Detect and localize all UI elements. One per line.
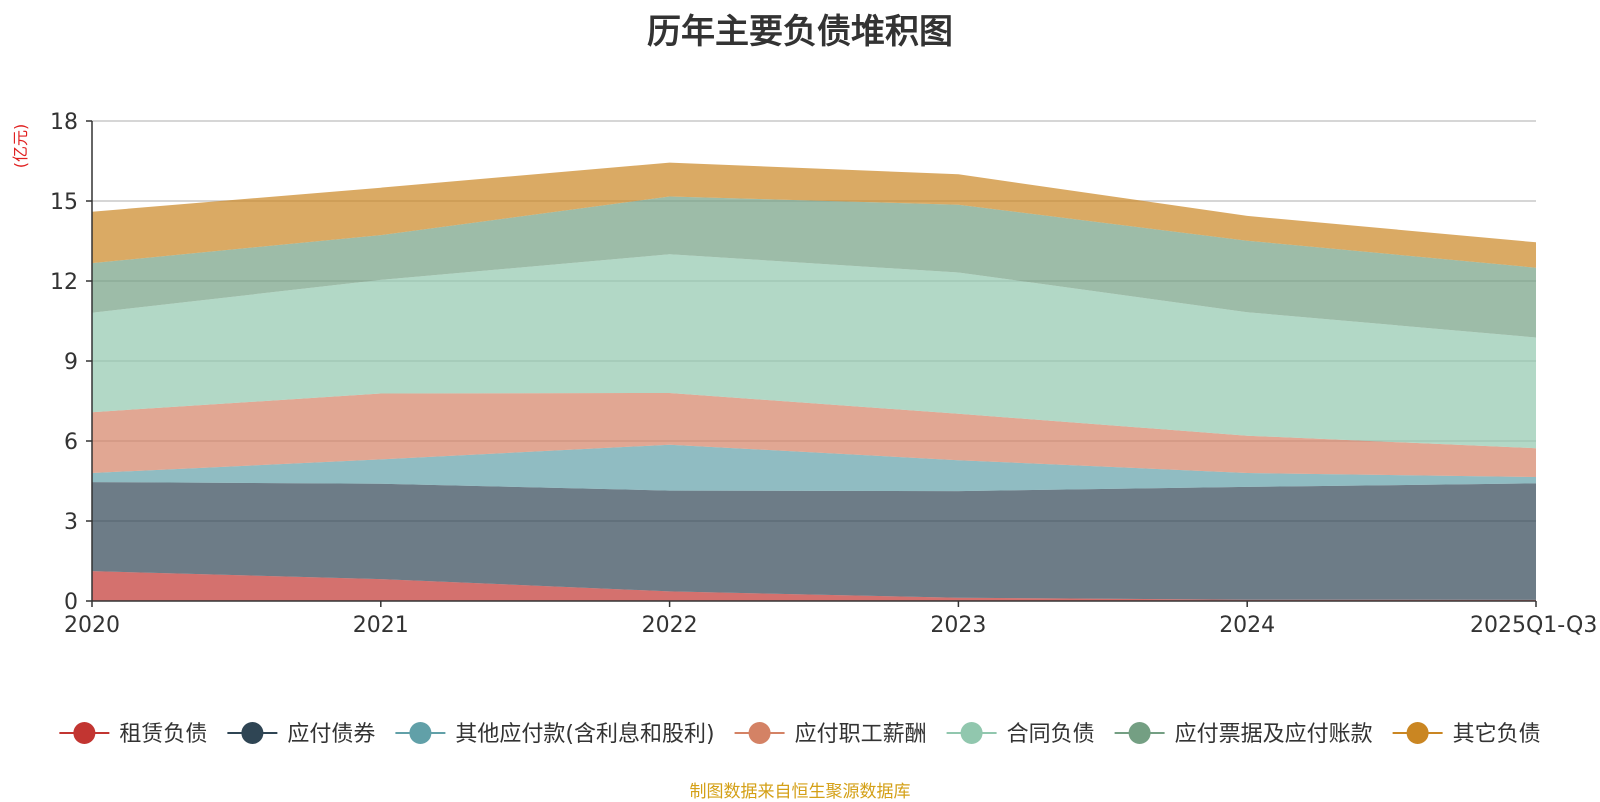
data-source-note: 制图数据来自恒生聚源数据库 — [689, 782, 911, 802]
area-1 — [92, 571, 1536, 601]
area-5 — [92, 254, 1536, 449]
legend-label: 应付职工薪酬 — [795, 722, 927, 747]
legend-item-4[interactable]: 应付职工薪酬 — [734, 722, 927, 747]
legend-marker — [73, 722, 96, 744]
legend-label: 其他应付款(含利息和股利) — [455, 722, 714, 747]
x-tick-label: 2022 — [642, 613, 698, 638]
legend-label: 应付票据及应付账款 — [1175, 722, 1373, 747]
y-tick-label: 6 — [64, 430, 78, 455]
legend-label: 其它负债 — [1453, 722, 1541, 747]
legend-item-7[interactable]: 其它负债 — [1392, 722, 1541, 747]
legend-marker — [1406, 722, 1429, 744]
legend[interactable]: 租赁负债 应付债券 其他应付款(含利息和股利) 应付职工薪酬 合同负债 应付票据及应付账款… — [59, 722, 1541, 747]
legend-item-5[interactable]: 合同负债 — [946, 722, 1095, 747]
x-tick-label: 2021 — [353, 613, 409, 638]
area-2 — [92, 482, 1536, 600]
legend-item-1[interactable]: 租赁负债 — [59, 722, 207, 747]
chart-title: 历年主要负债堆积图 — [647, 12, 953, 52]
y-unit-label: (亿元) — [11, 124, 30, 169]
legend-item-6[interactable]: 应付票据及应付账款 — [1114, 722, 1373, 747]
area-3 — [92, 444, 1536, 492]
legend-item-2[interactable]: 应付债券 — [227, 722, 375, 747]
legend-item-3[interactable]: 其他应付款(含利息和股利) — [395, 722, 715, 747]
legend-marker — [241, 722, 264, 744]
legend-marker — [748, 722, 771, 744]
area-6 — [92, 196, 1536, 338]
axes: 0 3 6 9 12 15 18 2020 2021 2022 2023 2024 2025Q1-Q3 (… — [11, 110, 1597, 638]
area-7 — [92, 162, 1536, 268]
y-tick-label: 3 — [64, 510, 78, 535]
y-tick-label: 12 — [50, 270, 78, 295]
y-tick-label: 9 — [64, 350, 78, 375]
legend-marker — [960, 722, 983, 744]
legend-marker — [409, 722, 432, 744]
legend-label: 合同负债 — [1007, 722, 1095, 747]
area-series — [92, 162, 1536, 601]
x-tick-label: 2024 — [1219, 613, 1275, 638]
legend-label: 租赁负债 — [119, 722, 207, 747]
x-tick-label: 2025Q1-Q3 — [1470, 613, 1597, 638]
legend-marker — [1128, 722, 1151, 744]
x-tick-label: 2023 — [930, 613, 986, 638]
area-4 — [92, 393, 1536, 477]
y-tick-label: 0 — [64, 590, 78, 615]
legend-label: 应付债券 — [287, 722, 375, 747]
x-tick-label: 2020 — [64, 613, 120, 638]
y-tick-label: 18 — [50, 110, 78, 135]
y-tick-label: 15 — [50, 190, 78, 215]
